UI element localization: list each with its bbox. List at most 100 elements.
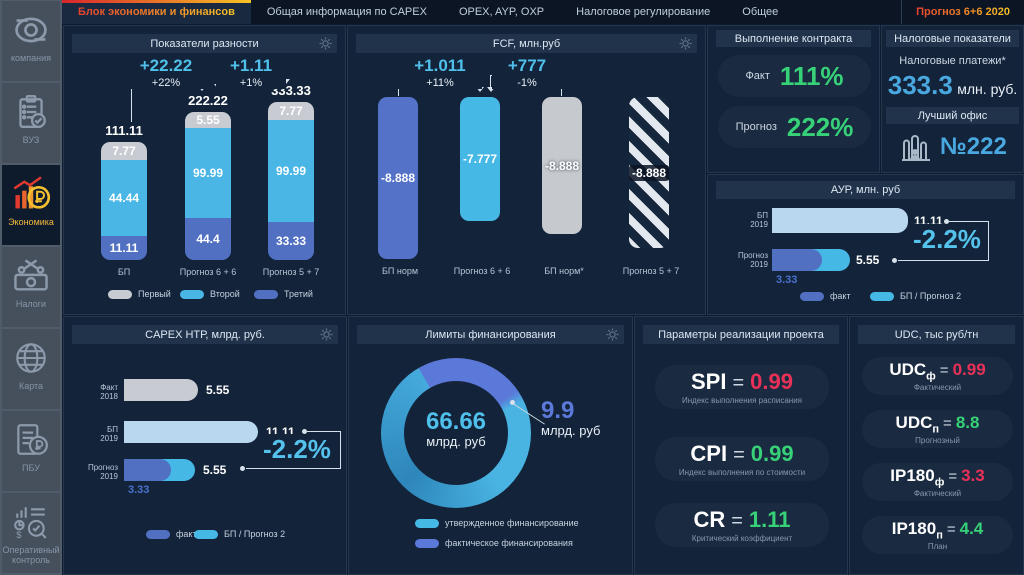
callout-dot [510,400,515,405]
sidebar-item-map[interactable]: Карта [2,329,60,409]
tab-opex-aur-oxr[interactable]: OPEX, AYP, OXP [458,6,545,18]
panel-tax-indicators: Налоговые показатели Налоговые платежи* … [881,25,1024,173]
legend-item-actual: фактическое финансирования [415,538,573,548]
tab-economy-finance-block[interactable]: Блок экономики и финансов [62,0,251,24]
legend-item-plan: БП / Прогноз 2 [194,529,285,539]
delta-annotation: +777 -1% [492,57,562,89]
economy-chart-icon [11,173,51,215]
connector-line [898,260,988,261]
panel-title: Выполнение контракта [716,30,871,47]
connector-line [988,221,989,261]
panel-capex-ntr: CAPEX НТР, млрд. руб. Факт 2018 5.55 БП 20… [63,316,347,575]
panel-project-parameters: Параметры реализации проекта SPI = 0.99 … [634,316,848,575]
arrow-down-icon [476,87,484,92]
bar-total-label: 111.11 [105,123,143,138]
row-label: Прогноз 2019 [87,463,118,481]
settings-icon[interactable] [679,37,692,53]
tab-tax-regulation[interactable]: Налоговое регулирование [576,6,711,18]
clipboard-check-icon [12,91,50,133]
legend-item-approved: утвержденное финансирование [415,518,579,528]
sidebar-item-vuz[interactable]: ВУЗ [2,83,60,163]
sidebar-item-company[interactable]: компания [2,1,60,81]
stacked-bar-bp[interactable]: 7.77 44.44 11.11 [101,142,147,260]
x-axis-label: БП [117,267,131,277]
delta-percent: -2.2% [260,434,334,465]
bar-bp-norm-star[interactable]: -8.888 [542,97,582,234]
panel-title: FCF, млн.руб [356,34,697,53]
panel-financing-limits: Лимиты финансирования 66.66 млрд. руб 9.… [348,316,633,575]
bar-total-label: 222.22 [188,93,228,108]
arrow-down-icon [282,79,290,84]
panel-title: Лимиты финансирования [357,325,624,344]
bar-value: 5.55 [856,253,880,267]
delta-annotation: +22.22 +22% [124,57,208,89]
sidebar-item-pbu[interactable]: ПБУ [2,411,60,491]
bar-bp-2019[interactable] [124,421,258,443]
connector-line [340,431,341,469]
sidebar: компания ВУЗ [0,0,62,575]
bar-fact-2018[interactable] [124,379,198,401]
metric-cpi: CPI = 0.99 Индекс выполнения по стоимост… [655,437,829,481]
bar-fact[interactable] [124,459,171,481]
connector-dot [302,429,307,434]
stacked-bar-forecast-5-7[interactable]: 7.77 99.99 33.33 [268,102,314,260]
sidebar-item-label: ПБУ [22,463,40,473]
sidebar-item-label: ВУЗ [22,135,40,145]
legend-item-fact: факт [800,291,851,301]
panel-title: АУР, млн. руб [716,181,1015,199]
company-logo-icon [11,9,51,51]
arrow-down-icon [487,87,495,92]
sidebar-item-label: Экономика [8,217,54,227]
bracket-line [131,75,132,122]
tax-payments-label: Налоговые платежи* [899,55,1006,67]
panel-title: Параметры реализации проекта [643,325,839,344]
row-label: БП 2019 [100,425,118,443]
metric-fact: Факт 111% [718,55,871,97]
settings-icon[interactable] [320,328,333,344]
sidebar-item-economy[interactable]: Экономика [2,165,60,245]
legend-item-second: Второй [180,289,240,299]
tab-capex-general-info[interactable]: Общая информация по CAPEX [266,6,427,18]
x-axis-label: Прогноз 5 + 7 [622,266,680,276]
panel-aur: АУР, млн. руб БП 2019 11.11 Прогноз 2019 5… [707,174,1024,315]
stacked-bar-forecast-6-6[interactable]: 5.55 99.99 44.4 [185,112,231,260]
row-label: Факт 2018 [100,383,118,401]
settings-icon[interactable] [606,328,619,344]
bar-fact[interactable] [772,249,822,271]
globe-icon [12,337,50,379]
connector-dot [944,219,949,224]
best-office-value: №222 [940,133,1007,160]
connector-line [307,431,340,432]
bar-bp-2019[interactable] [772,208,908,233]
metric-cr: CR = 1.11 Критический коэффициент [655,503,829,547]
metric-spi: SPI = 0.99 Индекс выполнения расписания [655,365,829,409]
analytics-monitor-icon: $ [12,501,50,543]
bar-bp-norm[interactable]: -8.888 [378,97,418,259]
tab-general[interactable]: Общее [742,6,779,18]
bar-forecast-6-6[interactable]: -7.777 [460,97,500,221]
callout-value: 9.9 млрд. руб [541,397,601,439]
bar-forecast-5-7-hatched[interactable]: -8.888 [628,97,670,248]
connector-line [949,221,988,222]
forecast-period-label: Прогноз 6+6 2020 [901,0,1024,24]
legend-item-fact: факт [146,529,197,539]
sidebar-item-operational-control[interactable]: $ Оперативный контроль [2,493,60,573]
tab-bar: Блок экономики и финансов Общая информац… [62,0,1024,24]
bar-value: 5.55 [206,383,230,397]
sidebar-item-taxes[interactable]: Налоги [2,247,60,327]
scissors-money-icon [11,255,51,297]
x-axis-label: БП норм [381,266,419,276]
settings-icon[interactable] [319,37,332,53]
connector-dot [892,258,897,263]
panel-fcf: FCF, млн.руб +1.011 +11% +777 -1% -8.888 [347,25,706,315]
connector-line [246,468,340,469]
bar-value: 5.55 [203,463,227,477]
delta-annotation: +1.011 +11% [398,57,482,89]
x-axis-label: Прогноз 5 + 7 [262,267,320,277]
panel-contract-execution: Выполнение контракта Факт 111% Прогноз 2… [707,25,880,173]
panel-title: Налоговые показатели [886,30,1019,47]
x-axis-label: БП норм* [544,266,584,276]
metric-udc-fact: UDCф = 0.99 Фактический [862,357,1013,395]
panel-title: UDC, тыс руб/тн [858,325,1015,344]
legend-item-third: Третий [254,289,313,299]
